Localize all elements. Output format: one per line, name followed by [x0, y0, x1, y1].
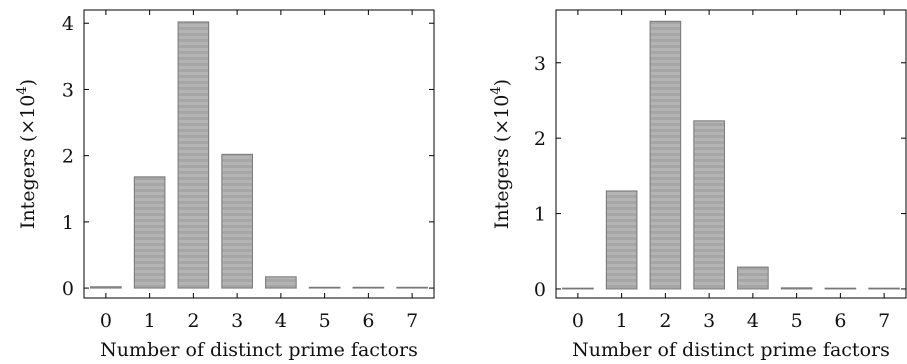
left-chart: 0 1 2 3 4 0 1 2 3 4 5 6 7 Number of distinct prime … — [15, 9, 435, 361]
x-tick-label-5: 5 — [791, 310, 803, 332]
x-tick-label-1: 1 — [144, 310, 156, 332]
x-tick-label-6: 6 — [834, 310, 846, 332]
bar-1 — [133, 176, 166, 289]
bar-0 — [90, 286, 122, 289]
x-tick-label-5: 5 — [319, 310, 331, 332]
right-chart: 0 1 2 3 0 1 2 3 4 5 6 7 Number of distinct prime f… — [489, 9, 907, 361]
y-tick-label: 4 — [62, 13, 74, 35]
bar-3 — [693, 120, 725, 290]
y-axis-label-exponent: 4 — [489, 86, 504, 94]
x-tick-label-2: 2 — [659, 310, 671, 332]
x-tick-label-6: 6 — [362, 310, 374, 332]
y-tick-label: 0 — [534, 279, 546, 301]
y-axis-label-close: ) — [491, 79, 513, 86]
x-axis-label: Number of distinct prime factors — [100, 339, 418, 361]
y-axis-label: Integers (×104) — [489, 79, 513, 229]
x-tick-label-4: 4 — [747, 310, 759, 332]
bar-6 — [824, 287, 857, 290]
bar-5 — [308, 286, 341, 289]
bar-2 — [177, 21, 210, 289]
y-tick-label: 2 — [62, 146, 74, 168]
x-ticks: 0 1 2 3 4 5 6 7 — [100, 10, 418, 332]
bar-7 — [396, 286, 428, 289]
y-tick-label: 2 — [534, 128, 546, 150]
bar-3 — [221, 153, 253, 289]
bar-6 — [352, 286, 385, 289]
bar-group — [90, 21, 428, 289]
x-tick-label-3: 3 — [703, 310, 715, 332]
y-axis-label-close: ) — [17, 79, 39, 86]
x-ticks: 0 1 2 3 4 5 6 7 — [572, 10, 890, 332]
x-tick-label-3: 3 — [231, 310, 243, 332]
y-ticks: 0 1 2 3 4 — [62, 13, 434, 300]
bar-5 — [780, 287, 813, 290]
bar-2 — [649, 20, 682, 290]
bar-0 — [562, 287, 594, 290]
x-axis-label: Number of distinct prime factors — [572, 339, 890, 361]
x-tick-label-2: 2 — [187, 310, 199, 332]
y-tick-label: 3 — [62, 79, 74, 101]
x-tick-label-1: 1 — [616, 310, 628, 332]
y-tick-label: 1 — [534, 204, 546, 226]
bar-7 — [868, 287, 900, 290]
y-axis-label: Integers (×104) — [15, 79, 39, 229]
bar-4 — [737, 266, 769, 290]
x-tick-label-4: 4 — [275, 310, 287, 332]
bar-4 — [265, 276, 297, 289]
y-tick-label: 1 — [62, 212, 74, 234]
y-axis-label-main: Integers (×10 — [17, 95, 39, 229]
y-ticks: 0 1 2 3 — [534, 53, 906, 301]
plot-frame — [555, 9, 907, 299]
bar-group — [562, 20, 900, 290]
x-tick-label-0: 0 — [100, 310, 112, 332]
plot-frame — [83, 9, 435, 299]
y-axis-label-main: Integers (×10 — [491, 95, 513, 229]
y-axis-label-exponent: 4 — [15, 86, 30, 94]
y-tick-label: 3 — [534, 53, 546, 75]
x-tick-label-7: 7 — [406, 310, 418, 332]
x-tick-label-0: 0 — [572, 310, 584, 332]
y-tick-label: 0 — [62, 278, 74, 300]
x-tick-label-7: 7 — [878, 310, 890, 332]
bar-1 — [605, 190, 638, 290]
